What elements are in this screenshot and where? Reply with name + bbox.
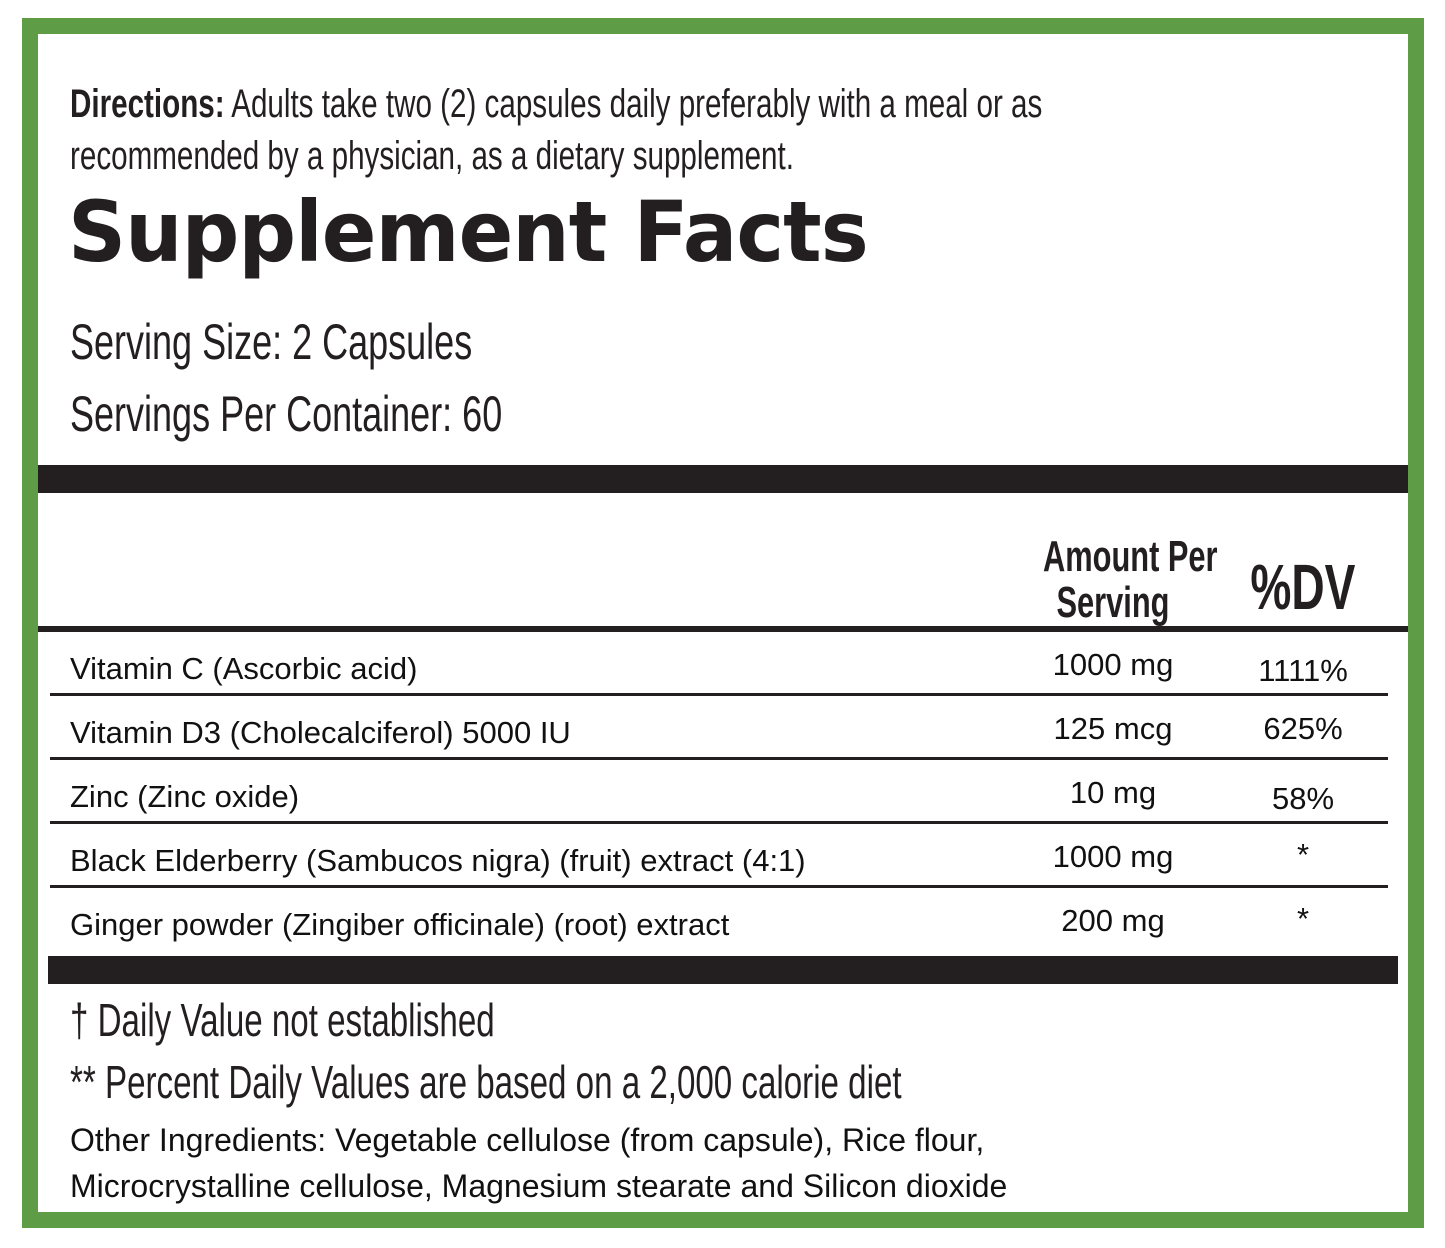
nutrient-amount: 1000 mg [1052, 647, 1174, 682]
nutrient-name: Zinc (Zinc oxide) [70, 779, 300, 814]
nutrient-dv: * [1296, 837, 1310, 872]
nutrient-name: Vitamin D3 (Cholecalciferol) 5000 IU [70, 715, 571, 750]
nutrient-name: Vitamin C (Ascorbic acid) [70, 651, 418, 686]
thick-divider-top [38, 465, 1408, 493]
page-title: Supplement Facts [68, 183, 869, 281]
label-border: Directions: Adults take two (2) capsules… [22, 18, 1424, 1228]
nutrient-amount: 1000 mg [1052, 839, 1174, 874]
nutrient-amount: 125 mcg [1053, 711, 1173, 746]
serving-size: Serving Size: 2 Capsules [70, 314, 473, 370]
nutrient-dv: 625% [1263, 711, 1343, 746]
other-ingredients-line-2: Microcrystalline cellulose, Magnesium st… [70, 1168, 1008, 1204]
column-header-amount: Amount Per Serving [1013, 532, 1218, 627]
table-row: Vitamin D3 (Cholecalciferol) 5000 IU 125… [50, 696, 1388, 760]
directions-label: Directions: [70, 82, 225, 126]
directions-line-2: recommended by a physician, as a dietary… [70, 134, 794, 178]
nutrient-amount: 10 mg [1069, 775, 1157, 810]
directions-line-1: Adults take two (2) capsules daily prefe… [224, 82, 1043, 126]
directions-text: Directions: Adults take two (2) capsules… [70, 78, 1042, 182]
nutrient-dv: 1111% [1258, 653, 1348, 688]
servings-per-container: Servings Per Container: 60 [70, 386, 503, 442]
nutrient-name: Ginger powder (Zingiber officinale) (roo… [70, 907, 730, 942]
footnote-dagger: † Daily Value not established [70, 994, 495, 1046]
other-ingredients: Other Ingredients: Vegetable cellulose (… [70, 1117, 1007, 1209]
table-row: Vitamin C (Ascorbic acid) 1000 mg 1111% [50, 632, 1388, 696]
dv-header: %DV [1250, 551, 1356, 623]
other-ingredients-line-1: Other Ingredients: Vegetable cellulose (… [70, 1122, 985, 1158]
amount-header-line-1: Amount Per [1043, 532, 1218, 581]
footnote-percent-dv: ** Percent Daily Values are based on a 2… [70, 1056, 902, 1108]
nutrient-table: Vitamin C (Ascorbic acid) 1000 mg 1111% … [38, 632, 1408, 952]
nutrient-name: Black Elderberry (Sambucos nigra) (fruit… [70, 843, 806, 878]
nutrient-dv: 58% [1271, 781, 1335, 816]
nutrient-dv: * [1296, 901, 1310, 936]
header-divider [38, 626, 1408, 632]
column-header-dv: %DV [1218, 552, 1388, 622]
table-row: Zinc (Zinc oxide) 10 mg 58% [50, 760, 1388, 824]
thick-divider-bottom [48, 956, 1398, 984]
table-row: Ginger powder (Zingiber officinale) (roo… [50, 888, 1388, 952]
nutrient-amount: 200 mg [1061, 903, 1165, 938]
table-row: Black Elderberry (Sambucos nigra) (fruit… [50, 824, 1388, 888]
amount-header-line-2: Serving [1056, 578, 1170, 627]
supplement-label-panel: Directions: Adults take two (2) capsules… [38, 34, 1408, 1212]
